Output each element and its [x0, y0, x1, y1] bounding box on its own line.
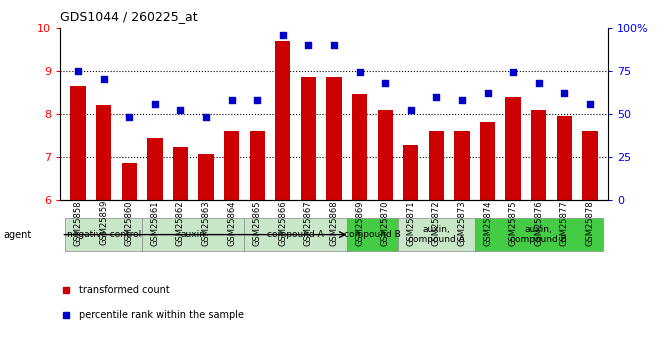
- Bar: [224, 131, 239, 345]
- Text: GSM25875: GSM25875: [508, 200, 518, 246]
- Bar: [429, 131, 444, 345]
- Text: GSM25862: GSM25862: [176, 200, 185, 246]
- Text: GSM25877: GSM25877: [560, 200, 569, 246]
- Text: GSM25871: GSM25871: [406, 200, 415, 246]
- Point: [150, 101, 160, 106]
- Text: GSM25868: GSM25868: [329, 200, 339, 246]
- Text: GSM25864: GSM25864: [227, 200, 236, 246]
- Point: [200, 115, 211, 120]
- Text: transformed count: transformed count: [79, 285, 170, 295]
- Point: [559, 90, 570, 96]
- Point: [584, 101, 595, 106]
- Point: [277, 32, 288, 37]
- Text: GSM25874: GSM25874: [483, 200, 492, 246]
- Bar: [65, 218, 142, 251]
- Bar: [70, 86, 86, 345]
- Point: [534, 80, 544, 86]
- Bar: [582, 131, 598, 345]
- Point: [98, 77, 109, 82]
- Text: GSM25858: GSM25858: [73, 200, 83, 246]
- Text: GSM25872: GSM25872: [432, 200, 441, 246]
- Bar: [275, 41, 291, 345]
- Bar: [377, 110, 393, 345]
- Text: compound A: compound A: [267, 230, 324, 239]
- Bar: [398, 218, 475, 251]
- Text: compound B: compound B: [344, 230, 401, 239]
- Point: [175, 108, 186, 113]
- Point: [457, 97, 468, 103]
- Text: auxin,
compound A: auxin, compound A: [408, 225, 465, 244]
- Bar: [198, 154, 214, 345]
- Text: GSM25870: GSM25870: [381, 200, 389, 246]
- Point: [508, 70, 518, 75]
- Bar: [173, 148, 188, 345]
- Text: GSM25878: GSM25878: [585, 200, 595, 246]
- Bar: [347, 218, 398, 251]
- Bar: [147, 138, 162, 345]
- Text: auxin: auxin: [181, 230, 206, 239]
- Bar: [480, 121, 495, 345]
- Text: auxin,
compound B: auxin, compound B: [510, 225, 567, 244]
- Point: [354, 70, 365, 75]
- Text: agent: agent: [3, 230, 31, 239]
- Text: percentile rank within the sample: percentile rank within the sample: [79, 310, 244, 319]
- Bar: [96, 105, 112, 345]
- Point: [431, 94, 442, 99]
- Text: GSM25865: GSM25865: [253, 200, 262, 246]
- Bar: [556, 116, 572, 345]
- Point: [303, 42, 314, 48]
- Bar: [250, 131, 265, 345]
- Point: [252, 97, 263, 103]
- Bar: [454, 131, 470, 345]
- Text: GDS1044 / 260225_at: GDS1044 / 260225_at: [60, 10, 198, 23]
- Text: GSM25873: GSM25873: [458, 200, 466, 246]
- Bar: [142, 218, 244, 251]
- Text: GSM25866: GSM25866: [279, 200, 287, 246]
- Bar: [403, 145, 418, 345]
- Bar: [352, 95, 367, 345]
- Bar: [531, 110, 546, 345]
- Point: [329, 42, 339, 48]
- Bar: [327, 77, 341, 345]
- Bar: [244, 218, 347, 251]
- Point: [405, 108, 416, 113]
- Bar: [506, 97, 521, 345]
- Text: negative control: negative control: [67, 230, 141, 239]
- Text: GSM25867: GSM25867: [304, 200, 313, 246]
- Text: GSM25861: GSM25861: [150, 200, 160, 246]
- Bar: [122, 164, 137, 345]
- Text: GSM25860: GSM25860: [125, 200, 134, 246]
- Bar: [301, 77, 316, 345]
- Point: [226, 97, 237, 103]
- Text: GSM25869: GSM25869: [355, 200, 364, 246]
- Point: [73, 68, 84, 73]
- Text: GSM25859: GSM25859: [99, 200, 108, 246]
- Bar: [475, 218, 603, 251]
- Point: [482, 90, 493, 96]
- Text: GSM25876: GSM25876: [534, 200, 543, 246]
- Text: GSM25863: GSM25863: [202, 200, 210, 246]
- Point: [124, 115, 134, 120]
- Point: [380, 80, 391, 86]
